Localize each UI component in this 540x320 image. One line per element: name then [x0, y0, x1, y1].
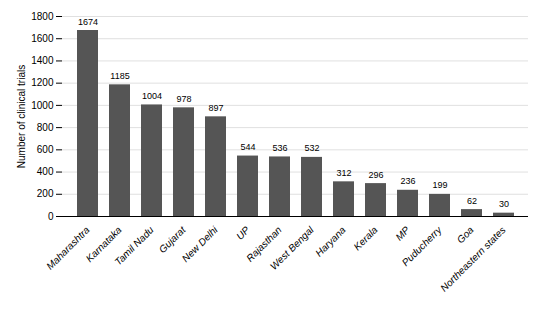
svg-text:Gujarat: Gujarat [157, 223, 189, 255]
svg-text:200: 200 [37, 188, 54, 199]
svg-text:Goa: Goa [455, 224, 476, 245]
svg-text:West Bengal: West Bengal [268, 224, 316, 272]
svg-text:199: 199 [432, 180, 447, 190]
svg-text:Northeastern states: Northeastern states [438, 224, 507, 293]
svg-text:1200: 1200 [31, 77, 54, 88]
svg-text:Tamil Nadu: Tamil Nadu [112, 224, 156, 268]
svg-text:978: 978 [176, 94, 191, 104]
svg-text:1800: 1800 [31, 11, 54, 22]
svg-text:544: 544 [240, 142, 255, 152]
svg-text:296: 296 [368, 170, 383, 180]
svg-text:532: 532 [304, 143, 319, 153]
svg-text:Puducherry: Puducherry [400, 224, 445, 269]
svg-text:400: 400 [37, 166, 54, 177]
svg-text:Maharashtra: Maharashtra [44, 224, 92, 272]
svg-text:1000: 1000 [31, 100, 54, 111]
svg-text:30: 30 [499, 199, 509, 209]
svg-text:1600: 1600 [31, 33, 54, 44]
svg-text:1004: 1004 [142, 91, 162, 101]
svg-text:536: 536 [272, 143, 287, 153]
svg-text:Rajasthan: Rajasthan [244, 224, 284, 264]
svg-text:0: 0 [48, 211, 54, 222]
svg-text:Haryana: Haryana [313, 224, 348, 259]
svg-text:600: 600 [37, 144, 54, 155]
svg-text:MP: MP [393, 224, 412, 243]
svg-text:312: 312 [336, 168, 351, 178]
svg-text:Kerala: Kerala [351, 224, 380, 253]
svg-text:236: 236 [400, 176, 415, 186]
svg-text:1674: 1674 [78, 17, 98, 27]
svg-text:62: 62 [467, 196, 477, 206]
svg-text:Karnataka: Karnataka [83, 224, 124, 265]
svg-text:UP: UP [234, 224, 252, 242]
svg-text:New Delhi: New Delhi [180, 224, 221, 265]
svg-text:897: 897 [208, 103, 223, 113]
svg-text:1185: 1185 [110, 71, 129, 81]
svg-text:1400: 1400 [31, 55, 54, 66]
svg-text:Number of clinical trials: Number of clinical trials [16, 65, 27, 168]
svg-text:800: 800 [37, 122, 54, 133]
